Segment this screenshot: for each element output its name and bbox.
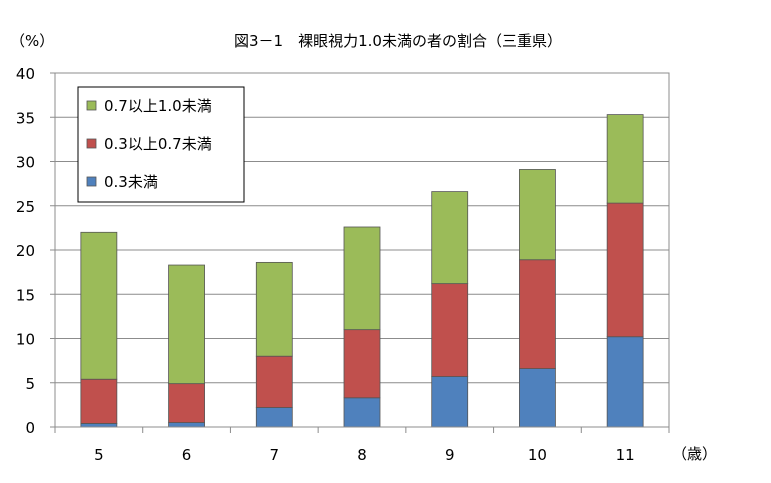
y-tick-label: 15 <box>16 286 35 304</box>
x-tick-label: 11 <box>616 446 635 464</box>
bar-segment-5-series-0 <box>80 423 118 428</box>
bar-segment-5-series-2 <box>80 231 118 380</box>
bar-segment-7-series-0 <box>255 407 293 428</box>
bar-segment-7-series-2 <box>255 261 293 357</box>
x-tick-label: 5 <box>94 446 104 464</box>
y-tick-labels: 0 5 10 15 20 25 30 35 40 <box>16 65 35 437</box>
legend-swatch <box>86 138 97 149</box>
legend-swatch <box>86 176 97 187</box>
bar-segment-10-series-0 <box>519 368 556 428</box>
bar-segment-5-series-1 <box>80 378 118 424</box>
bar-segment-10-series-1 <box>519 259 556 369</box>
axes <box>50 72 670 433</box>
bar-segment-11-series-1 <box>606 202 644 338</box>
bar-segment-8-series-1 <box>343 329 381 399</box>
x-tick-label: 10 <box>528 446 547 464</box>
y-tick-label: 35 <box>16 109 35 127</box>
y-axis-label: （%） <box>10 32 54 50</box>
bar-segment-9-series-0 <box>431 376 469 428</box>
x-tick-label: 8 <box>357 446 367 464</box>
y-tick-label: 10 <box>16 331 35 349</box>
bar-segment-11-series-2 <box>606 114 644 204</box>
bar-segment-11-series-0 <box>606 336 644 428</box>
bar-segment-6-series-1 <box>168 383 205 423</box>
bar-segment-8-series-0 <box>343 397 381 428</box>
y-tick-label: 0 <box>25 419 35 437</box>
legend-box <box>77 86 245 203</box>
bar-segment-6-series-0 <box>168 422 205 428</box>
x-axis-label: （歳） <box>672 445 717 463</box>
y-tick-label: 40 <box>16 65 35 83</box>
x-tick-labels: 5 6 7 8 9 10 11 <box>94 446 635 464</box>
x-tick-label: 7 <box>270 446 280 464</box>
bar-segment-6-series-2 <box>168 264 205 385</box>
legend-swatch <box>86 100 97 111</box>
y-tick-label: 30 <box>16 154 35 172</box>
legend-label: 0.7以上1.0未満 <box>104 97 212 115</box>
legend: 0.7以上1.0未満 0.3以上0.7未満 0.3未満 <box>77 86 245 203</box>
bar-segment-7-series-1 <box>255 355 293 408</box>
x-tick-label: 9 <box>445 446 455 464</box>
chart-title: 図3－1 裸眼視力1.0未満の者の割合（三重県） <box>234 32 562 50</box>
y-tick-label: 20 <box>16 242 35 260</box>
y-tick-label: 5 <box>25 375 35 393</box>
x-tick-label: 6 <box>182 446 192 464</box>
bars <box>80 114 644 428</box>
y-tick-label: 25 <box>16 198 35 216</box>
legend-label: 0.3未満 <box>104 173 158 191</box>
bar-segment-9-series-1 <box>431 283 469 377</box>
bar-segment-10-series-2 <box>519 169 556 261</box>
bar-segment-9-series-2 <box>431 191 469 285</box>
legend-label: 0.3以上0.7未満 <box>104 135 212 153</box>
bar-segment-8-series-2 <box>343 226 381 331</box>
